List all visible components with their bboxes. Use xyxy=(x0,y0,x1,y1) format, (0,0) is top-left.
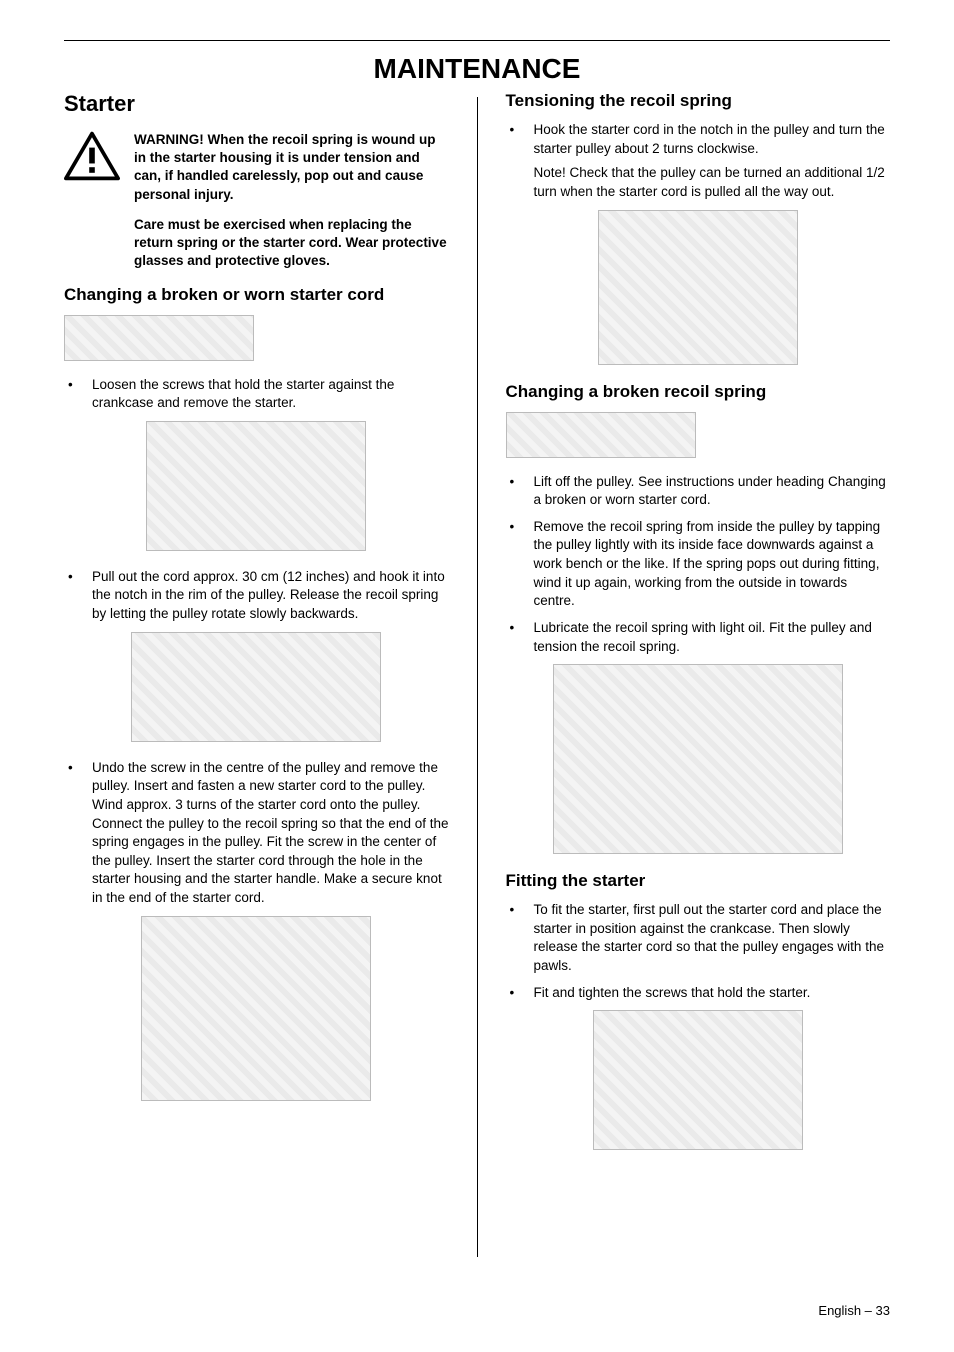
two-column-layout: Starter WARNING! When the recoil spring … xyxy=(64,91,890,1257)
list-item: Remove the recoil spring from inside the… xyxy=(506,518,891,611)
remove-starter-illustration xyxy=(146,421,366,551)
figure-pulley-steps xyxy=(64,632,449,747)
spring-step-3: Lubricate the recoil spring with light o… xyxy=(534,619,891,656)
list-item: Hook the starter cord in the notch in th… xyxy=(506,121,891,202)
figure-tension-spring xyxy=(506,210,891,370)
safety-icon-row-2 xyxy=(506,412,891,463)
warning-paragraph-2: Care must be exercised when replacing th… xyxy=(134,216,449,271)
figure-spring-assembly xyxy=(506,664,891,859)
safety-icons-figure-2 xyxy=(506,412,696,458)
spring-step-1: Lift off the pulley. See instructions un… xyxy=(534,473,891,510)
list-item: Pull out the cord approx. 30 cm (12 inch… xyxy=(64,568,449,624)
fit-starter-illustration xyxy=(593,1010,803,1150)
safety-icons-figure xyxy=(64,315,254,361)
footer-language: English xyxy=(818,1303,861,1318)
warning-box: WARNING! When the recoil spring is wound… xyxy=(64,131,449,271)
figure-fit-starter xyxy=(506,1010,891,1155)
spring-list: Lift off the pulley. See instructions un… xyxy=(506,473,891,657)
top-rule xyxy=(64,40,890,41)
column-divider xyxy=(477,97,478,1257)
footer-page-number: 33 xyxy=(876,1303,890,1318)
changing-cord-heading: Changing a broken or worn starter cord xyxy=(64,285,449,305)
tension-spring-illustration xyxy=(598,210,798,365)
left-column: Starter WARNING! When the recoil spring … xyxy=(64,91,449,1257)
list-item: Lift off the pulley. See instructions un… xyxy=(506,473,891,510)
tension-list: Hook the starter cord in the notch in th… xyxy=(506,121,891,202)
figure-remove-starter xyxy=(64,421,449,556)
list-item: Loosen the screws that hold the starter … xyxy=(64,376,449,413)
list-item: Lubricate the recoil spring with light o… xyxy=(506,619,891,656)
cord-assembly-illustration xyxy=(141,916,371,1101)
page-footer: English – 33 xyxy=(818,1303,890,1318)
warning-paragraph-1: WARNING! When the recoil spring is wound… xyxy=(134,131,449,204)
tension-step-1b: Note! Check that the pulley can be turne… xyxy=(534,164,891,201)
tensioning-heading: Tensioning the recoil spring xyxy=(506,91,891,111)
cord-step-3: Undo the screw in the centre of the pull… xyxy=(92,759,449,908)
warning-triangle-icon xyxy=(64,131,120,181)
list-item: To fit the starter, first pull out the s… xyxy=(506,901,891,976)
starter-heading: Starter xyxy=(64,91,449,117)
tension-step-1a: Hook the starter cord in the notch in th… xyxy=(534,121,891,158)
warning-text: WARNING! When the recoil spring is wound… xyxy=(134,131,449,271)
fit-step-1: To fit the starter, first pull out the s… xyxy=(534,901,891,976)
cord-steps-list-2: Pull out the cord approx. 30 cm (12 inch… xyxy=(64,568,449,624)
fitting-starter-heading: Fitting the starter xyxy=(506,871,891,891)
list-item: Fit and tighten the screws that hold the… xyxy=(506,984,891,1003)
spring-step-2: Remove the recoil spring from inside the… xyxy=(534,518,891,611)
cord-steps-list: Loosen the screws that hold the starter … xyxy=(64,376,449,413)
spring-assembly-illustration xyxy=(553,664,843,854)
pulley-steps-illustration xyxy=(131,632,381,742)
fit-step-2: Fit and tighten the screws that hold the… xyxy=(534,984,891,1003)
footer-separator: – xyxy=(865,1303,872,1318)
fit-list: To fit the starter, first pull out the s… xyxy=(506,901,891,1002)
cord-steps-list-3: Undo the screw in the centre of the pull… xyxy=(64,759,449,908)
cord-step-1: Loosen the screws that hold the starter … xyxy=(92,376,449,413)
safety-icon-row xyxy=(64,315,449,366)
figure-cord-assembly xyxy=(64,916,449,1106)
right-column: Tensioning the recoil spring Hook the st… xyxy=(506,91,891,1257)
changing-spring-heading: Changing a broken recoil spring xyxy=(506,382,891,402)
page-title: MAINTENANCE xyxy=(64,53,890,85)
cord-step-2: Pull out the cord approx. 30 cm (12 inch… xyxy=(92,568,449,624)
list-item: Undo the screw in the centre of the pull… xyxy=(64,759,449,908)
